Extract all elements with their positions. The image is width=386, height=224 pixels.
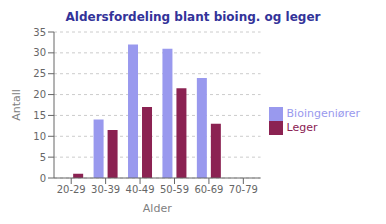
html-text:Aldersfordeling blant bioing.: Aldersfordeling blant bioing. og leger: [65, 10, 321, 24]
html-text:Leger: Leger: [286, 121, 318, 134]
svg-text:35: 35: [33, 27, 46, 38]
svg-text:60-69: 60-69: [194, 184, 223, 195]
svg-text:5: 5: [40, 152, 46, 163]
svg-text:50-59: 50-59: [160, 184, 189, 195]
svg-text:40-49: 40-49: [126, 184, 155, 195]
svg-text:Alder: Alder: [143, 202, 172, 215]
svg-text:30: 30: [33, 47, 46, 58]
svg-text:20: 20: [33, 89, 46, 100]
svg-text:15: 15: [33, 110, 46, 121]
svg-text:0: 0: [40, 173, 46, 184]
svg-text:10: 10: [33, 131, 46, 142]
svg-text:20-29: 20-29: [57, 184, 86, 195]
svg-text:25: 25: [33, 68, 46, 79]
html-text:Bioingeniører: Bioingeniører: [286, 107, 360, 120]
svg-text:70-79: 70-79: [229, 184, 258, 195]
svg-text:30-39: 30-39: [91, 184, 120, 195]
svg-text:Antall: Antall: [10, 89, 23, 121]
